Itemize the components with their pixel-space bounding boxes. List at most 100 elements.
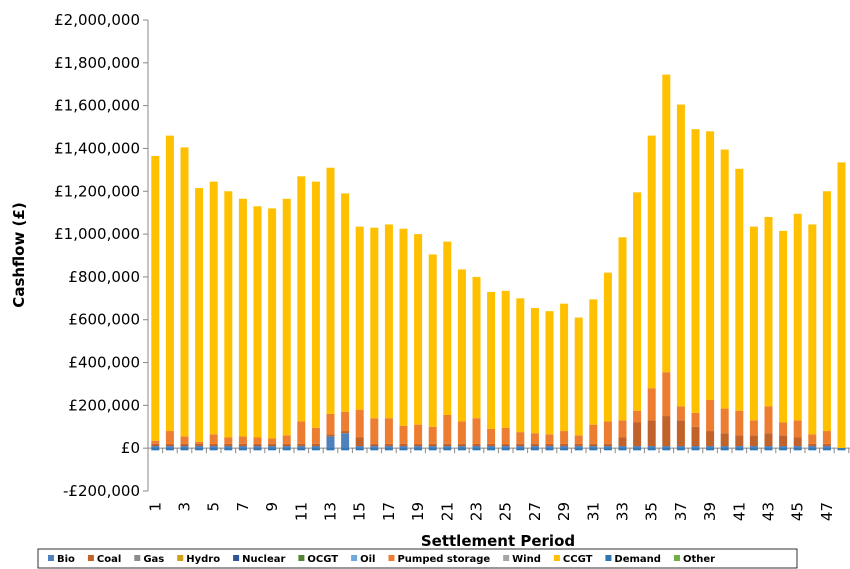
bar-segment [238,436,247,444]
x-tick-label: 21 [438,502,456,521]
bar-segment [822,191,831,432]
bar-segment [647,135,656,389]
bar-segment [282,443,291,447]
bar-segment [472,446,481,449]
bar-segment [530,433,539,444]
x-axis-title: Settlement Period [421,532,575,550]
bar-segment [268,208,277,439]
bar-segment [618,237,627,421]
bar-segment [676,104,685,407]
bar-segment [311,448,320,451]
x-tick-label: 29 [555,502,573,521]
bar-segment [297,448,306,451]
legend-swatch [87,555,94,561]
bar-segment [779,448,788,451]
legend-swatch [553,555,560,561]
bar-segment [720,149,729,409]
bar-segment [180,443,189,447]
bar-segment [326,167,335,414]
bar-segment [487,443,496,447]
bar-segment [428,446,437,449]
legend-label: Other [683,554,715,565]
bar-segment [720,433,729,447]
bar-segment [706,448,715,451]
bar-segment [501,443,510,447]
x-tick-label: 45 [789,502,807,521]
bar-segment [662,446,671,449]
bar-segment [808,443,817,447]
x-tick-label: 41 [730,502,748,521]
bar-segment [603,272,612,422]
bar-segment [749,435,758,447]
bar-segment [618,420,627,438]
bar-segment [224,437,233,444]
bar-segment [764,446,773,449]
x-tick-label: 47 [818,502,836,521]
y-tick-label: -£200,000 [63,482,140,500]
legend-swatch [503,555,510,561]
bar-segment [370,446,379,449]
legend-label: Oil [360,554,375,565]
bar-segment [793,213,802,421]
bar-segment [633,446,642,449]
bar-segment [691,446,700,449]
bar-segment [706,131,715,401]
bar-segment [603,421,612,444]
bar-segment [253,443,262,447]
bar-segment [414,424,423,444]
bar-segment [589,443,598,447]
bar-segment [706,446,715,449]
bar-segment [516,432,525,444]
bar-segment [268,443,277,447]
bar-segment [749,420,758,436]
bar-segment [428,254,437,427]
bar-segment [501,446,510,449]
x-tick-label: 35 [643,502,661,521]
bar-segment [662,448,671,451]
x-tick-label: 31 [584,502,602,521]
bar-segment [428,443,437,447]
bar-segment [297,443,306,447]
bar-segment [282,435,291,444]
legend-swatch [673,555,680,561]
bar-segment [457,446,466,449]
bar-segment [822,446,831,449]
bar-segment [647,388,656,421]
legend-label: Hydro [186,554,220,565]
bar-segment [472,276,481,419]
bar-segment [676,406,685,421]
legend-label: Gas [143,554,164,565]
y-tick-label: £600,000 [68,311,140,329]
bar-segment [779,446,788,449]
bar-segment [180,446,189,449]
bar-segment [268,438,277,444]
bar-segment [691,412,700,427]
bar-segment [384,443,393,447]
bar-segment [355,226,364,410]
bar-segment [384,418,393,444]
bar-segment [633,422,642,447]
bar-segment [837,162,846,449]
bar-segment [209,446,218,449]
bar-segment [165,431,174,444]
bar-segment [282,446,291,449]
bar-segment [268,446,277,449]
bar-segment [706,400,715,432]
bar-segment [195,446,204,449]
bar-segment [560,446,569,449]
bar-segment [297,176,306,422]
bar-segment [574,435,583,444]
legend-swatch [48,555,54,561]
bar-segment [676,446,685,449]
bar-segment [735,410,744,436]
bar-segment [209,434,218,444]
bar-segment [151,440,160,444]
x-tick-label: 39 [701,502,719,521]
legend-swatch [388,555,395,561]
bar-segment [253,448,262,451]
bar-segment [779,435,788,447]
bar-segment [793,437,802,447]
bar-segment [720,408,729,434]
legend-label: Wind [512,554,541,565]
bar-segment [603,443,612,447]
